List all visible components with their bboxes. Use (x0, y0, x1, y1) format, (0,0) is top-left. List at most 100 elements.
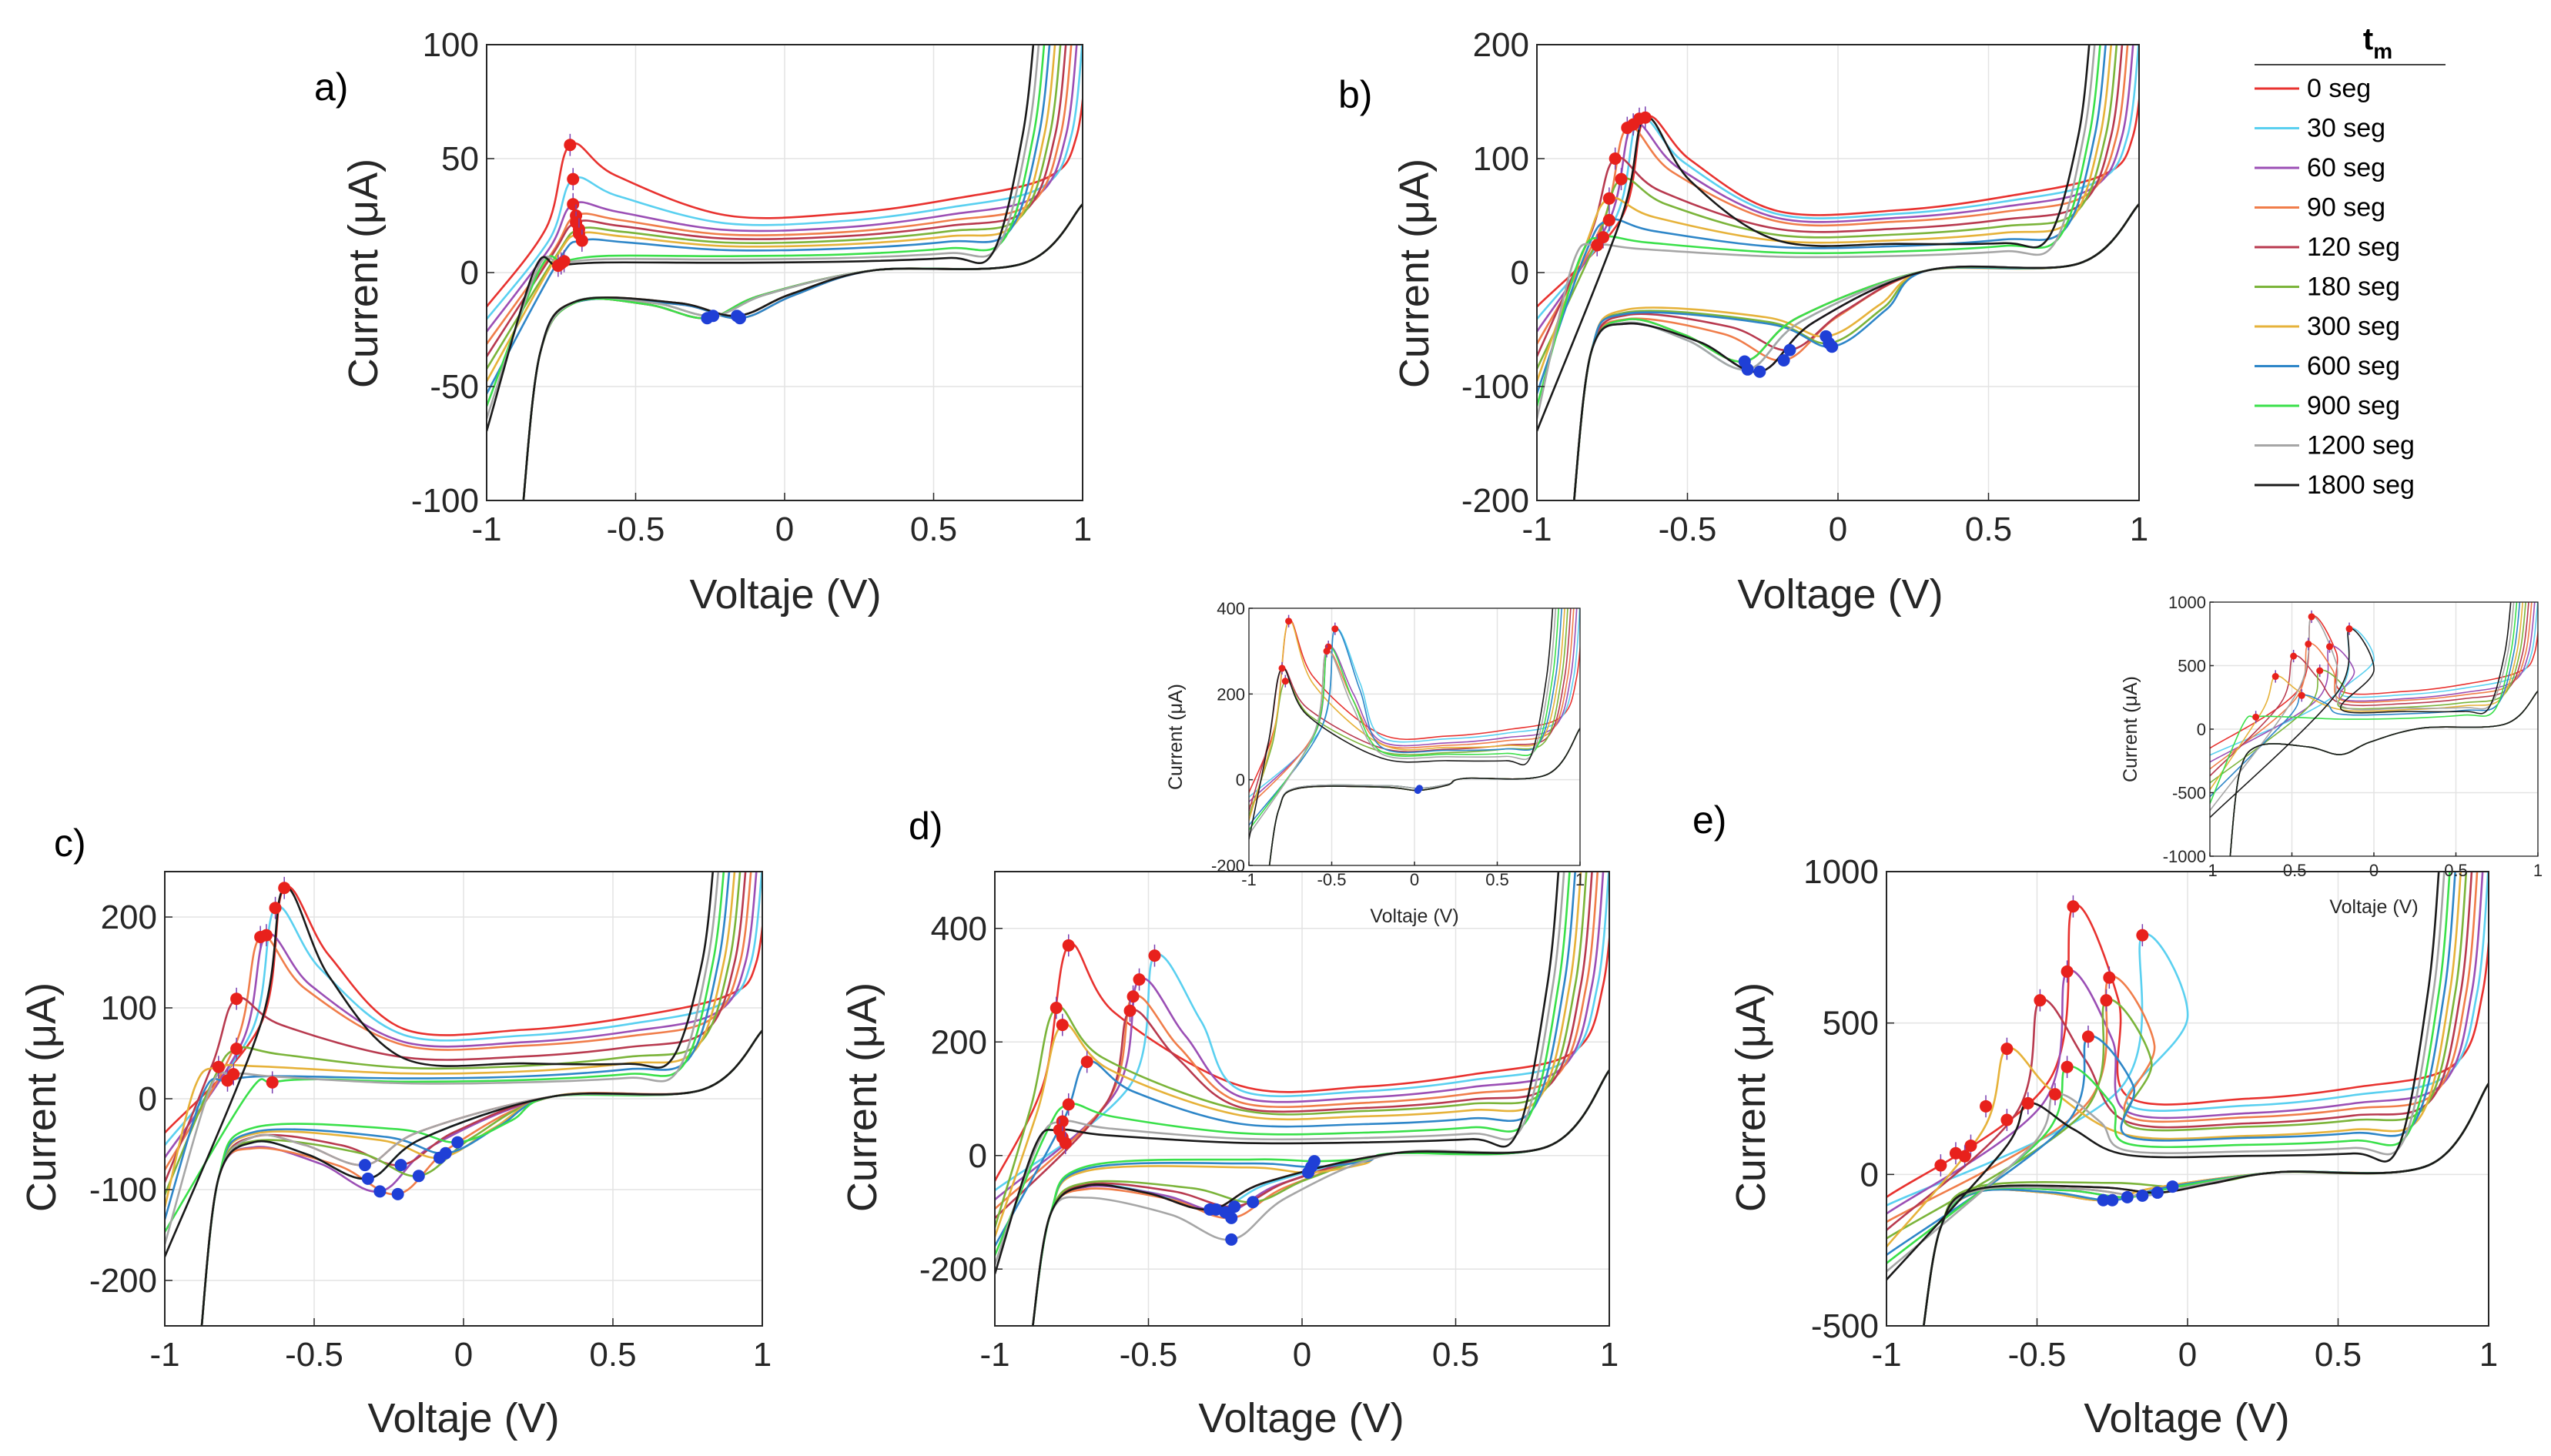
x-axis-label: Voltage (V) (1198, 1395, 1404, 1441)
series-line-forward-60-seg (2210, 602, 2536, 763)
y-tick-label: -200 (89, 1262, 157, 1300)
anodic-peak-point (1059, 1136, 1072, 1150)
cathodic-peak-point (412, 1170, 425, 1183)
anodic-peak-point (2067, 900, 2080, 913)
anodic-peak-point (1602, 213, 1615, 226)
anodic-peak-point (564, 139, 577, 152)
series-line-reverse-1800-seg (200, 1029, 762, 1326)
x-tick-label: 1 (2533, 861, 2543, 880)
y-axis-label: Current (μA) (1728, 982, 1774, 1212)
anodic-peak-point (1080, 1056, 1093, 1069)
series-line-forward-60-seg (165, 872, 758, 1159)
panel-label: d) (909, 805, 942, 848)
anodic-peak-point (2308, 613, 2315, 621)
panel-a: -1 -0.5 0 0.5 1 -100 -50 0 50 100 Voltaje (V) Curre… (314, 26, 1092, 618)
anodic-peak-point (2290, 652, 2298, 660)
legend: tm 0 seg 30 seg 60 seg 90 seg 120 seg 180 seg 3… (2255, 22, 2446, 500)
x-tick-label: -1 (1241, 870, 1257, 889)
legend-title-subscript: m (2373, 39, 2392, 63)
y-tick-label: 1000 (1803, 853, 1879, 891)
series-line-forward-120-seg (165, 872, 747, 1183)
anodic-peak-point (227, 1068, 240, 1081)
x-tick-label: -0.5 (1317, 870, 1347, 889)
x-tick-label: 0 (1410, 870, 1419, 889)
y-tick-label: 400 (1217, 599, 1245, 618)
series-line-forward-900-seg (487, 45, 1046, 407)
x-tick-label: -1 (471, 510, 501, 548)
y-axis-label: Current (μA) (340, 159, 387, 388)
cathodic-peak-point (1753, 365, 1766, 378)
cathodic-peak-point (1777, 353, 1790, 367)
x-axis-label: Voltaje (V) (689, 571, 881, 618)
cathodic-peak-point (2121, 1190, 2134, 1203)
x-tick-label: 1 (1575, 870, 1585, 889)
x-tick-label: 0.5 (1965, 510, 2012, 548)
cathodic-peak-point (2097, 1193, 2110, 1207)
series-line-forward-120-seg (487, 45, 1067, 357)
series-line-forward-0-seg (165, 885, 762, 1134)
series-line-forward-30-seg (1537, 45, 2139, 320)
series-line-forward-600-seg (2210, 602, 2521, 798)
x-tick-label: 0.5 (589, 1336, 636, 1374)
anodic-peak-point (1958, 1150, 1971, 1163)
x-tick-label: 0.5 (1485, 870, 1509, 889)
series-line-forward-0-seg (995, 928, 1609, 1182)
panel-b: -1 -0.5 0 0.5 1 -200 -100 0 100 200 Voltage (V) Cur… (1338, 26, 2148, 618)
series-line-forward-180-seg (165, 872, 742, 1196)
series-layer (2210, 602, 2538, 856)
legend-entry-label: 1200 seg (2307, 431, 2415, 460)
anodic-peak-point (278, 882, 291, 895)
series-line-forward-1800-seg (995, 872, 1560, 1274)
x-tick-label: 0.5 (2444, 861, 2468, 880)
series-line-forward-300-seg (995, 872, 1582, 1237)
legend-entry-label: 0 seg (2307, 74, 2371, 103)
anodic-peak-point (2103, 971, 2116, 984)
series-line-forward-60-seg (487, 45, 1078, 333)
series-line-forward-1800-seg (1537, 45, 2091, 432)
series-line-forward-1800-seg (1249, 608, 1554, 840)
series-line-forward-1200-seg (1537, 45, 2096, 419)
x-tick-label: -0.5 (2008, 1336, 2067, 1374)
y-tick-label: -200 (919, 1250, 987, 1288)
y-tick-label: -100 (89, 1171, 157, 1209)
cathodic-peak-point (1225, 1211, 1238, 1224)
series-line-forward-1200-seg (995, 872, 1565, 1266)
series-line-forward-0-seg (1886, 903, 2489, 1198)
x-tick-label: -1 (1522, 510, 1552, 548)
x-tick-label: -0.5 (607, 510, 665, 548)
y-tick-label: 0 (969, 1137, 987, 1175)
anodic-peak-point (1148, 949, 1161, 962)
panel-label: a) (314, 65, 348, 109)
x-tick-label: -1 (149, 1336, 179, 1374)
y-tick-label: 1000 (2168, 593, 2206, 612)
anodic-peak-point (1964, 1139, 1977, 1152)
x-axis-label: Voltaje (V) (367, 1395, 559, 1441)
y-tick-label: -100 (1461, 368, 1529, 406)
y-tick-label: -500 (2172, 784, 2206, 803)
series-line-forward-30-seg (995, 872, 1609, 1192)
series-line-forward-180-seg (2210, 602, 2526, 784)
series-line-forward-1800-seg (487, 45, 1035, 432)
y-tick-label: -200 (1461, 482, 1529, 520)
y-tick-label: 100 (101, 989, 157, 1027)
cathodic-peak-point (1415, 785, 1423, 792)
cathodic-peak-point (1228, 1200, 1241, 1213)
series-line-forward-300-seg (1886, 872, 2462, 1248)
legend-entry-label: 120 seg (2307, 233, 2400, 262)
series-line-forward-300-seg (487, 45, 1056, 382)
series-line-forward-120-seg (1886, 872, 2473, 1231)
series-line-forward-600-seg (487, 45, 1051, 395)
anodic-peak-point (1331, 625, 1339, 633)
x-axis-label: Voltage (V) (2084, 1395, 2289, 1441)
series-line-forward-600-seg (1886, 872, 2456, 1256)
series-line-forward-0-seg (487, 91, 1083, 308)
series-layer (1249, 608, 1580, 865)
x-axis-label: Voltage (V) (1737, 571, 1943, 618)
x-tick-label: -1 (979, 1336, 1009, 1374)
series-line-forward-1200-seg (1886, 872, 2446, 1273)
panel-label: e) (1692, 798, 1726, 842)
y-tick-label: 200 (101, 899, 157, 936)
anodic-peak-point (2000, 1113, 2014, 1126)
legend-title: tm (2363, 22, 2392, 63)
